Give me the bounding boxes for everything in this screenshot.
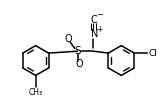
Text: +: + (96, 25, 102, 34)
Text: CH₃: CH₃ (29, 87, 43, 97)
Text: S: S (74, 46, 81, 56)
Text: C: C (91, 15, 98, 25)
Text: Cl: Cl (148, 49, 157, 58)
Text: O: O (64, 34, 72, 44)
Text: N: N (91, 29, 98, 39)
Text: O: O (76, 59, 83, 69)
Text: −: − (96, 10, 103, 19)
